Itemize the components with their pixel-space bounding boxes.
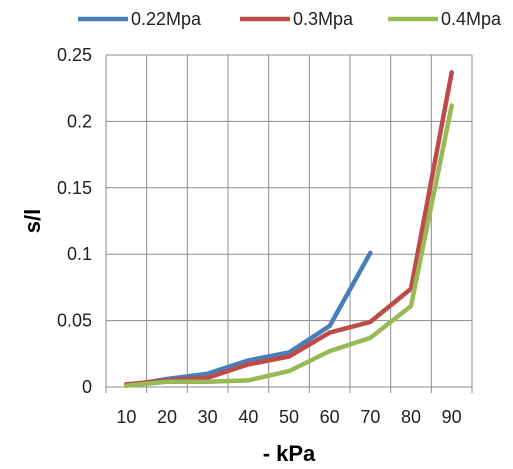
x-tick-label: 60: [320, 407, 340, 427]
x-tick-label: 30: [198, 407, 218, 427]
x-tick-label: 80: [401, 407, 421, 427]
series-layer: [124, 70, 454, 388]
y-axis-title: s/l: [20, 209, 45, 233]
grid-layer: [105, 54, 473, 388]
x-tick-label: 10: [116, 407, 136, 427]
x-axis-title: - kPa: [263, 441, 316, 466]
y-tick-label: 0.15: [57, 178, 92, 198]
series-line-1: [124, 70, 454, 387]
y-tick-label: 0.2: [67, 111, 92, 131]
y-tick-label: 0.1: [67, 244, 92, 264]
x-tick-label: 90: [442, 407, 462, 427]
x-tick-label: 70: [360, 407, 380, 427]
series-line-2: [124, 103, 454, 388]
y-tick-label: 0.25: [57, 45, 92, 65]
y-tick-label: 0.05: [57, 311, 92, 331]
legend: 0.22Mpa 0.3Mpa 0.4Mpa: [78, 9, 502, 29]
y-tick-label: 0: [82, 377, 92, 397]
axis-layer: 0 0.05 0.1 0.15 0.2 0.25 10 20 30 40 50 60 70 80 90: [57, 45, 473, 427]
legend-label-1: 0.3Mpa: [293, 9, 354, 29]
legend-label-0: 0.22Mpa: [131, 9, 202, 29]
x-tick-label: 20: [157, 407, 177, 427]
x-tick-label: 40: [238, 407, 258, 427]
legend-label-2: 0.4Mpa: [441, 9, 502, 29]
x-tick-label: 50: [279, 407, 299, 427]
